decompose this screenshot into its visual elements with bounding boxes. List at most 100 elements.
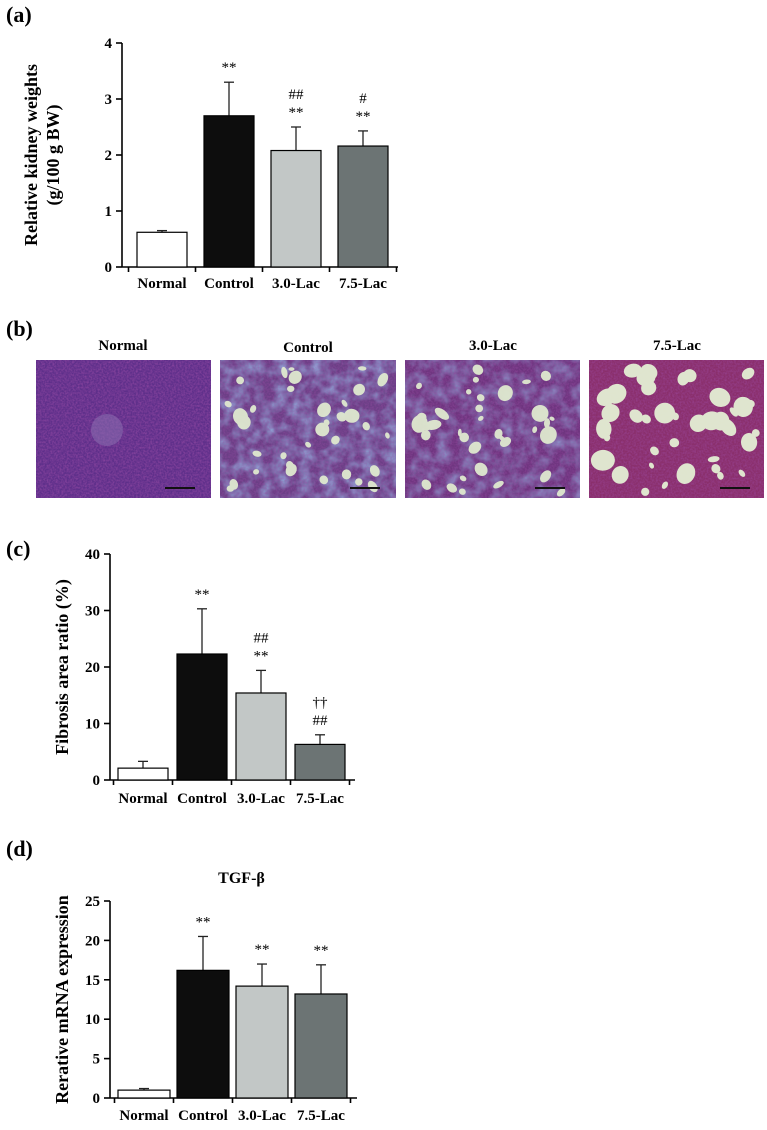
tubule-lumen [654,402,676,424]
tubule-lumen [678,467,693,482]
tubule-lumen [738,469,746,477]
tubule-lumen [353,383,365,396]
y-tick-label-c-0: 0 [93,773,101,789]
tubule-lumen [344,408,360,423]
bar-c-3-0-lac [235,692,287,781]
y-tick-label-c-4: 40 [85,547,100,563]
panel-label-b: (b) [6,316,33,341]
tubule-lumen [729,407,739,417]
tubule-lumen [446,483,458,493]
tubule-lumen [253,469,260,475]
tubule-lumen [522,379,531,385]
category-label-c-7-5-lac: 7.5-Lac [296,791,344,807]
tubule-lumen [539,426,557,444]
tubule-lumen [331,435,340,445]
category-label-a-3-0-lac: 3.0-Lac [272,276,320,292]
chart-kidney-weights: 0 1 2 3 4 Normal Control ** 3.0-Lac ** ## 7.5-Lac **… [21,36,398,292]
tubule-lumen [629,409,643,423]
significance-c-3-0-lac-1: ## [254,630,270,646]
tubule-lumen [367,480,378,493]
tubule-lumen [497,385,513,402]
y-tick-label-d-1: 5 [93,1052,101,1068]
tubule-lumen [543,418,551,428]
tubule-lumen [236,376,244,385]
micrograph-normal [36,360,211,498]
tubule-lumen [677,371,690,386]
tubule-lumen [424,419,442,430]
tubule-lumen [323,419,330,426]
tubule-lumen [531,404,549,422]
tubule-lumen [689,414,708,433]
tubule-lumen [661,481,669,489]
bar-a-normal [136,231,188,268]
bar-a-control [203,115,255,268]
y-tick-label-d-4: 20 [85,933,100,949]
micrograph-3-0-lac [405,360,580,498]
tubule-lumen [287,385,295,393]
tubule-lumen [288,370,302,384]
tubule-lumen [355,478,363,486]
tubule-lumen [709,387,731,407]
tubule-lumen [377,372,389,387]
significance-c-3-0-lac-0: ** [254,648,269,664]
tubule-lumen [596,419,612,439]
micrograph-label-3-0-lac: 3.0-Lac [469,338,517,354]
tubule-lumen [474,462,488,476]
tubule-lumen [717,471,724,480]
tubule-lumen [601,404,620,422]
panel-label-d: (d) [6,836,33,861]
tubule-lumen [641,487,650,496]
y-tick-label-a-1: 1 [105,204,113,220]
significance-c-7-5-lac-1: †† [313,695,329,711]
significance-c-7-5-lac-0: ## [313,713,329,729]
tubule-lumen [421,479,432,490]
bar-d-3-0-lac [235,985,289,1099]
chart-title-d: TGF-β [218,870,265,887]
tubule-lumen [226,485,235,492]
tubule-lumen [288,367,295,371]
tubule-lumen [281,366,288,379]
y-tick-label-c-2: 20 [85,660,100,676]
bar-a-3-0-lac [270,149,322,268]
category-label-a-7-5-lac: 7.5-Lac [339,276,387,292]
category-label-d-normal: Normal [119,1108,168,1124]
y-tick-label-a-0: 0 [105,260,113,276]
tubule-lumen [741,367,755,380]
tubule-lumen [237,415,251,430]
significance-a-7-5-lac-0: ** [356,109,371,125]
category-label-c-3-0-lac: 3.0-Lac [237,791,285,807]
tubule-lumen [285,463,297,477]
tubule-lumen [416,412,427,424]
tubule-lumen [556,488,566,497]
micrograph-label-7-5-lac: 7.5-Lac [653,338,701,354]
tubule-lumen [495,433,502,438]
bar-d-7-5-lac [294,993,348,1099]
tubule-lumen [458,488,466,495]
tubule-lumen [707,456,720,463]
category-label-c-control: Control [177,791,227,807]
category-label-d-3-0-lac: 3.0-Lac [238,1108,286,1124]
tubule-lumen [434,407,450,420]
y-axis-label-c: Fibrosis area ratio (%) [52,579,73,755]
tubule-lumen [315,422,330,437]
chart-fibrosis-area: 0 10 20 30 40 Normal Control ** 3.0-Lac ** ## 7.5-L… [52,547,355,807]
significance-a-3-0-lac-0: ** [289,105,304,121]
significance-d-7-5-lac-0: ** [314,943,329,959]
tubule-lumen [549,416,555,421]
significance-a-control-0: ** [222,60,237,76]
tubule-lumen [369,465,380,477]
tubule-lumen [745,399,755,409]
tubule-lumen [476,394,485,402]
tubule-lumen [648,462,655,469]
micrograph-7-5-lac [589,360,764,498]
tubule-lumen [493,480,504,489]
micrograph-label-control: Control [283,340,333,356]
bar-c-7-5-lac [294,743,346,781]
y-axis-label-a-0: Relative kidney weights [21,64,41,246]
tubule-lumen [459,432,470,443]
micrograph-label-normal: Normal [98,338,147,354]
significance-c-control-0: ** [195,587,210,603]
tubule-lumen [358,366,367,371]
category-label-c-normal: Normal [118,791,167,807]
